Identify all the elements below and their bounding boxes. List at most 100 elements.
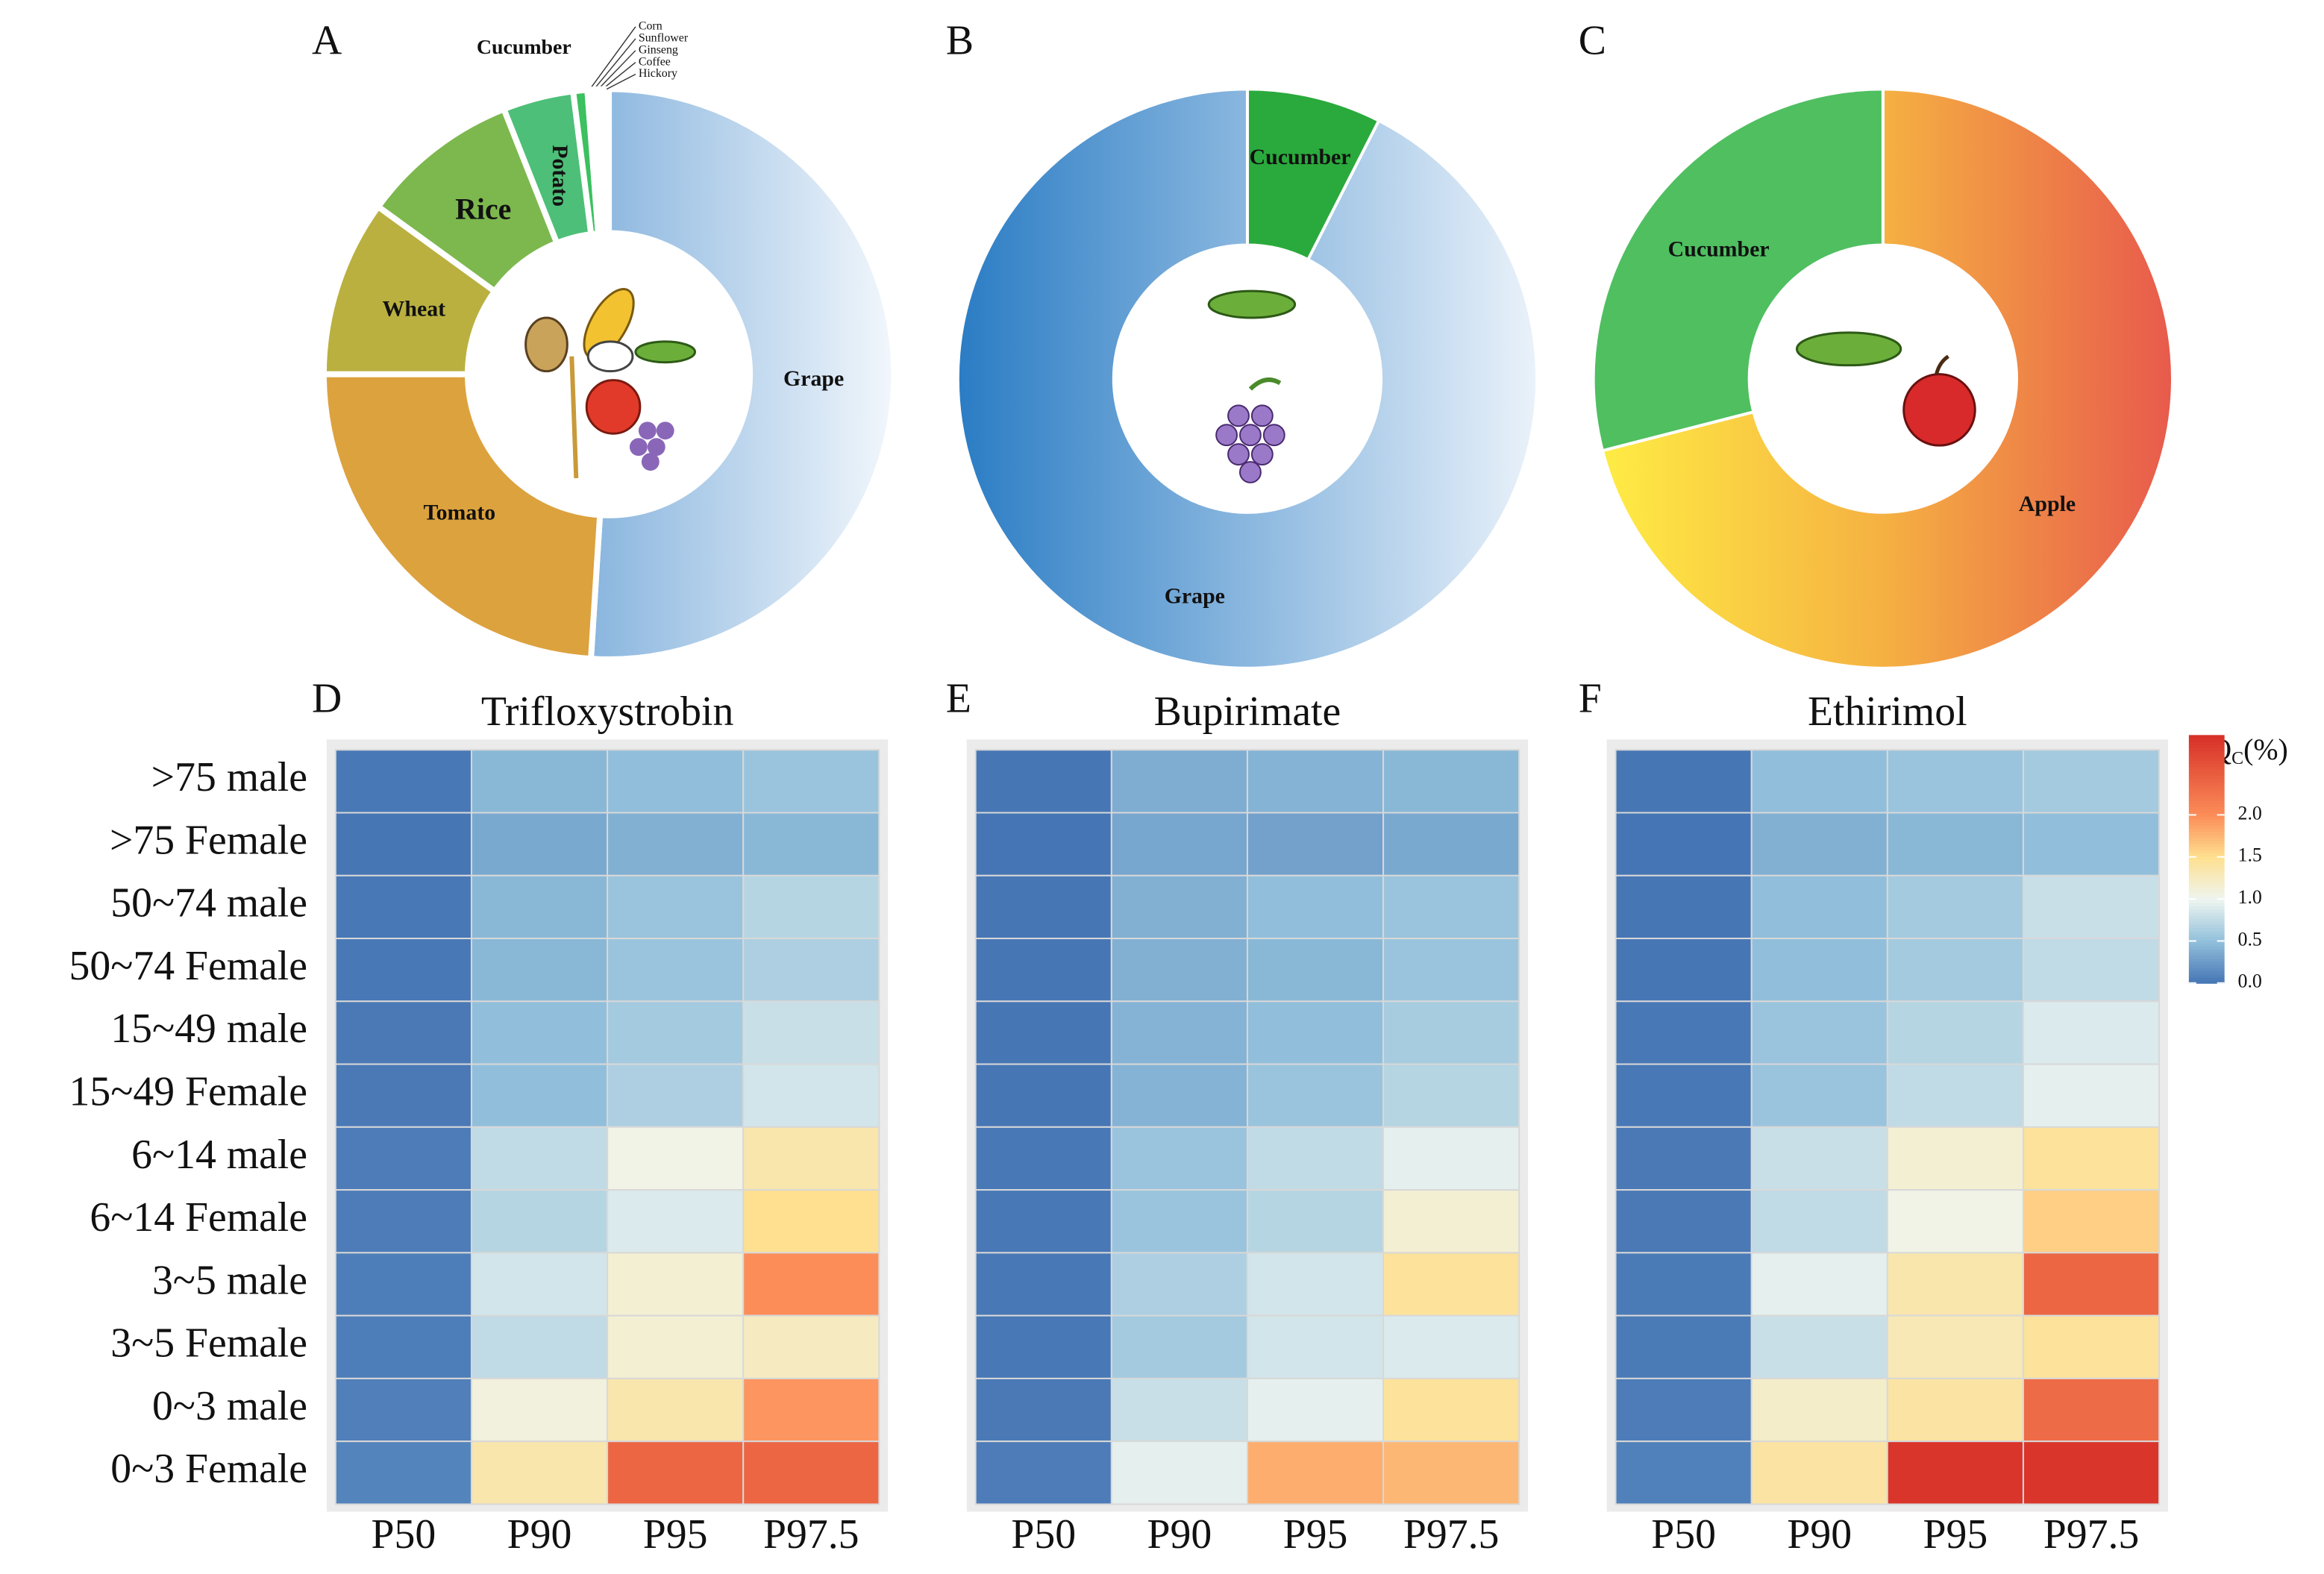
heat-cell	[974, 749, 1112, 814]
heat-cell	[1246, 1063, 1385, 1128]
colorbar-segment	[2188, 915, 2225, 919]
heat-cell	[1886, 749, 2024, 814]
heat-cell	[974, 1000, 1112, 1065]
heat-cell	[1614, 749, 1753, 814]
heat-cell	[742, 1440, 880, 1505]
heat-cell	[1382, 1063, 1520, 1128]
row-label: 15~49 male	[110, 1006, 307, 1052]
slice-label: Coffee	[639, 55, 671, 68]
heat-cell	[334, 938, 472, 1003]
slice-label: Wheat	[383, 297, 446, 322]
heat-cell	[334, 874, 472, 940]
colorbar-segment	[2188, 850, 2225, 854]
x-tick-label: P50	[1651, 1511, 1716, 1558]
panel-letter: E	[946, 675, 971, 721]
heat-cell	[1614, 1000, 1753, 1065]
heat-cell	[1246, 812, 1385, 877]
colorbar-segment	[2188, 750, 2225, 755]
heat-cell	[1382, 812, 1520, 877]
x-tick-label: P90	[1787, 1511, 1852, 1558]
heatmap-title: Ethirimol	[1808, 689, 1967, 735]
heat-cell	[1110, 1252, 1248, 1317]
heat-cell	[974, 1252, 1112, 1317]
colorbar-segment	[2188, 952, 2225, 956]
heat-cell	[974, 874, 1112, 940]
colorbar-segment	[2188, 840, 2225, 844]
heat-cell	[1614, 1252, 1753, 1317]
row-label: 3~5 Female	[110, 1320, 307, 1367]
x-tick-label: P90	[1147, 1511, 1212, 1558]
heat-cell	[742, 812, 880, 877]
heat-cell	[1110, 1189, 1248, 1254]
heat-cell	[607, 1252, 745, 1317]
colorbar-segment	[2188, 930, 2225, 935]
heatmap-title: Bupirimate	[1154, 689, 1341, 735]
colorbar-segment	[2188, 756, 2225, 761]
heat-cell	[974, 1189, 1112, 1254]
heat-cell	[974, 1377, 1112, 1443]
heat-cell	[1110, 1440, 1248, 1505]
x-tick-label: P97.5	[2043, 1511, 2139, 1558]
slice-label: Tomato	[423, 501, 495, 525]
heat-cell	[1614, 1126, 1753, 1191]
row-label: 6~14 Female	[90, 1194, 307, 1241]
colorbar-segment	[2188, 735, 2225, 739]
heat-cell	[1750, 1063, 1888, 1128]
heat-cell	[1750, 1126, 1888, 1191]
colorbar-tick-label: 2.0	[2238, 802, 2262, 824]
colorbar-segment	[2188, 890, 2225, 894]
heat-cell	[1246, 1314, 1385, 1379]
row-label: >75 male	[151, 754, 307, 800]
heat-cell	[1382, 938, 1520, 1003]
heat-cell	[1750, 1252, 1888, 1317]
heat-cell	[334, 749, 472, 814]
heat-cell	[1750, 812, 1888, 877]
colorbar-segment	[2188, 979, 2225, 984]
colorbar-segment	[2188, 942, 2225, 947]
heat-cell	[1886, 1063, 2024, 1128]
heat-cell	[607, 749, 745, 814]
heat-cell	[1246, 1440, 1385, 1505]
leader-line	[589, 26, 636, 90]
heat-cell	[1614, 874, 1753, 940]
x-tick-label: P95	[643, 1511, 708, 1558]
colorbar-segment	[2188, 744, 2225, 748]
colorbar-segment	[2188, 865, 2225, 870]
heat-cell	[334, 1126, 472, 1191]
colorbar-segment	[2188, 964, 2225, 968]
row-label: 0~3 Female	[110, 1446, 307, 1492]
heat-cell	[607, 1063, 745, 1128]
colorbar-segment	[2188, 821, 2225, 826]
colorbar-segment	[2188, 859, 2225, 863]
x-tick-label: P90	[507, 1511, 572, 1558]
heat-cell	[2022, 1314, 2161, 1379]
row-label: 50~74 male	[110, 880, 307, 926]
donut-slice	[587, 86, 898, 662]
heat-cell	[1382, 874, 1520, 940]
heat-cell	[1382, 1314, 1520, 1379]
heat-cell	[607, 1000, 745, 1065]
heat-cell	[1246, 1252, 1385, 1317]
heat-cell	[334, 812, 472, 877]
colorbar-tick-label: 1.0	[2238, 886, 2262, 908]
heat-cell	[607, 1377, 745, 1443]
heat-cell	[1110, 1063, 1248, 1128]
heat-cell	[1110, 1377, 1248, 1443]
heat-cell	[742, 874, 880, 940]
slice-label: Grape	[783, 366, 844, 391]
heat-cell	[1750, 1000, 1888, 1065]
heat-cell	[742, 749, 880, 814]
heat-cell	[1886, 812, 2024, 877]
heat-cell	[1886, 1252, 2024, 1317]
heat-cell	[742, 1000, 880, 1065]
heat-cell	[1750, 1440, 1888, 1505]
heat-cell	[2022, 938, 2161, 1003]
heat-cell	[1246, 749, 1385, 814]
colorbar-segment	[2188, 893, 2225, 897]
colorbar-segment	[2188, 905, 2225, 910]
colorbar-segment	[2188, 812, 2225, 817]
heat-cell	[334, 1189, 472, 1254]
colorbar-segment	[2188, 797, 2225, 801]
colorbar-segment	[2188, 827, 2225, 833]
colorbar-segment	[2188, 886, 2225, 891]
